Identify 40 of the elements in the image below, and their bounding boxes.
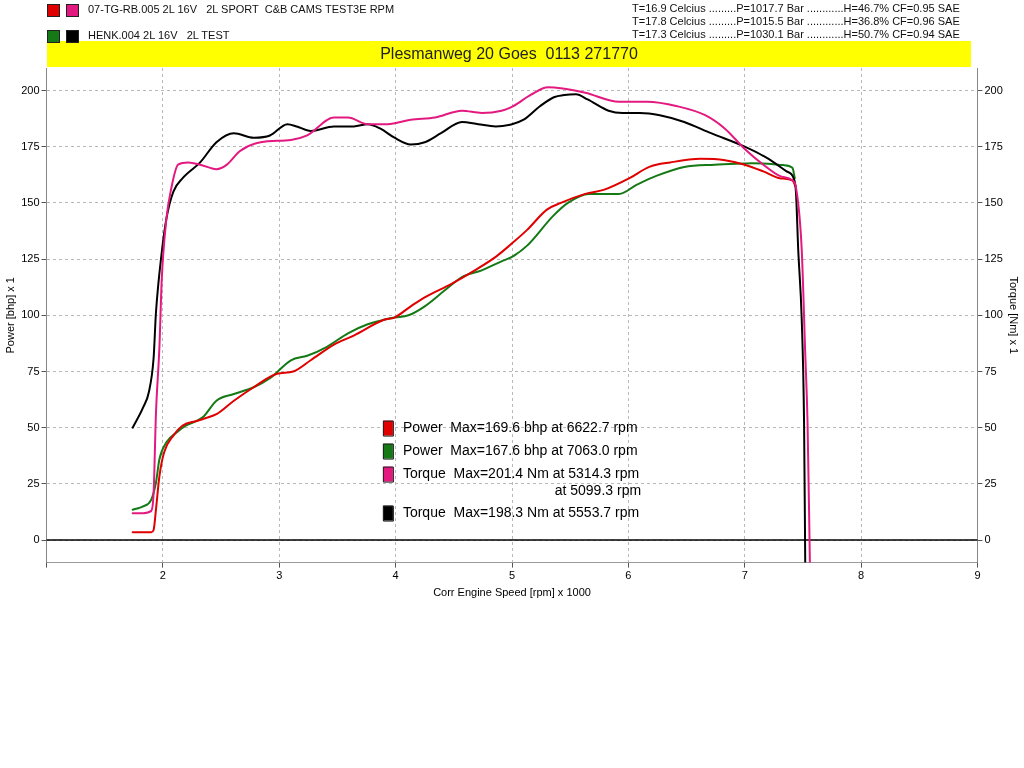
y-tick-label: 0: [33, 533, 40, 546]
x-axis-title: Corr Engine Speed [rpm] x 1000: [433, 586, 591, 599]
legend-label: Power Max=169.6 bhp at 6622.7 rpm: [402, 419, 638, 436]
legend-label: Torque Max=198.3 Nm at 5553.7 rpm: [402, 504, 640, 521]
y-tick-label: 200: [21, 83, 40, 96]
y-tick-label: 50: [27, 420, 40, 433]
y-tick-label: 150: [21, 195, 40, 208]
y-tick-label: 75: [27, 364, 40, 377]
y2-tick-label: 25: [984, 476, 997, 489]
y2-tick-label: 75: [984, 364, 997, 377]
x-tick-label: 2: [159, 569, 166, 582]
y-tick-label: 175: [21, 139, 40, 152]
x-tick-label: 6: [625, 569, 632, 582]
text: T=16.9 Celcius .........P=1017.7 Bar ............H=46.7% CF=0.95 SAE: [632, 2, 960, 15]
y2-tick-label: 100: [984, 308, 1003, 321]
y2-tick-label: 150: [984, 195, 1003, 208]
y-tick-label: 125: [21, 252, 40, 265]
x-tick-label: 5: [508, 569, 516, 582]
text: T=17.3 Celcius .........P=1030.1 Bar ............H=50.7% CF=0.94 SAE: [632, 28, 960, 41]
text: HENK.004 2L 16V 2L TEST: [88, 29, 230, 42]
y2-tick-label: 0: [984, 533, 991, 546]
legend-label: Power Max=167.6 bhp at 7063.0 rpm: [402, 442, 638, 459]
chart-title: Plesmanweg 20 Goes 0113 271770: [47, 41, 971, 67]
x-tick-label: 7: [741, 569, 748, 582]
x-tick-label: 4: [392, 569, 399, 582]
y-tick-label: 100: [21, 308, 40, 321]
annotation: at 5099.3 rpm: [554, 482, 642, 499]
y2-tick-label: 50: [984, 420, 997, 433]
y2-tick-label: 125: [984, 252, 1003, 265]
x-tick-label: 3: [276, 569, 283, 582]
y-tick-label: 25: [27, 476, 40, 489]
x-tick-label: 9: [974, 569, 981, 582]
y2-tick-label: 200: [984, 83, 1003, 96]
text: 07-TG-RB.005 2L 16V 2L SPORT C&B CAMS TEST3E RPM: [88, 3, 395, 16]
text: T=17.8 Celcius .........P=1015.5 Bar ............H=36.8% CF=0.96 SAE: [632, 15, 960, 28]
x-tick-label: 8: [858, 569, 865, 582]
y2-tick-label: 175: [984, 139, 1003, 152]
y-axis-title: Power [bhp] x 1: [3, 277, 16, 354]
y2-axis-title: Torque [Nm] x 1: [1008, 276, 1021, 355]
legend-label: Torque Max=201.4 Nm at 5314.3 rpm: [402, 465, 640, 482]
